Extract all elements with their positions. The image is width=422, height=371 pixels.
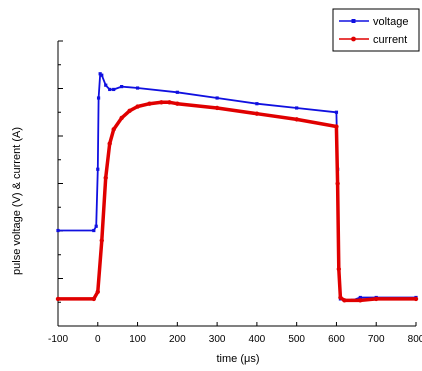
x-tick-label: 400 (249, 334, 266, 345)
x-tick-label: 100 (129, 334, 146, 345)
data-point-current (99, 238, 104, 243)
data-point-voltage (96, 167, 100, 171)
data-point-voltage (56, 228, 60, 233)
data-point-current (103, 175, 108, 180)
data-point-current (342, 298, 347, 303)
legend-label-voltage: voltage (373, 16, 408, 28)
data-point-current (214, 105, 220, 111)
data-point-voltage (96, 96, 101, 100)
x-tick-label: 700 (368, 334, 385, 345)
data-point-current (335, 181, 340, 186)
x-tick-label: 200 (169, 334, 186, 345)
data-point-current (147, 101, 152, 106)
data-point-current (127, 108, 132, 114)
data-point-voltage (295, 106, 299, 110)
data-point-current (167, 100, 172, 105)
series-voltage (56, 72, 418, 302)
x-axis-label: time (μs) (216, 353, 259, 365)
series-line-voltage (58, 72, 416, 302)
data-point-current (254, 111, 260, 116)
data-point-voltage (215, 96, 219, 100)
x-tick-label: 800 (408, 334, 422, 345)
axes: -100 0 100 200 300 400 500 600 700 800 (48, 40, 422, 345)
data-point-voltage (255, 102, 259, 106)
legend-marker-current (351, 36, 356, 42)
data-point-current (159, 100, 164, 105)
data-point-voltage (100, 73, 104, 77)
data-point-current (111, 127, 116, 132)
data-point-current (175, 101, 180, 106)
data-point-current (336, 266, 342, 272)
y-axis-label: pulse voltage (V) & current (A) (11, 127, 23, 275)
data-point-current (135, 104, 140, 109)
data-point-current (413, 296, 419, 302)
data-point-current (119, 115, 124, 121)
x-tick-label: 600 (328, 334, 345, 345)
data-point-voltage (135, 86, 140, 90)
data-point-voltage (112, 87, 116, 92)
data-point-current (358, 298, 363, 303)
data-point-current (338, 295, 343, 300)
series-current (55, 100, 419, 303)
data-point-voltage (334, 110, 339, 114)
series-line-current (58, 100, 416, 303)
data-point-voltage (108, 87, 112, 92)
legend-box (332, 8, 420, 52)
data-point-current (294, 117, 299, 122)
data-point-voltage (94, 224, 98, 228)
x-tick-label: 0 (95, 334, 101, 345)
data-point-voltage (175, 90, 179, 94)
data-point-voltage (104, 83, 108, 87)
y-ticks (58, 40, 63, 327)
data-point-current (107, 141, 112, 146)
legend: voltage current (332, 8, 420, 52)
data-point-voltage (358, 295, 362, 300)
data-point-current (55, 296, 61, 302)
data-point-voltage (92, 228, 96, 233)
x-tick-label: 300 (209, 334, 226, 345)
x-ticks: -100 0 100 200 300 400 500 600 700 800 (48, 322, 422, 345)
data-point-current (334, 124, 339, 129)
x-tick-label: 500 (288, 334, 305, 345)
data-point-current (91, 296, 97, 302)
data-point-current (95, 289, 100, 294)
series-layer (55, 72, 419, 303)
legend-label-current: current (373, 34, 407, 46)
legend-marker-voltage (351, 19, 356, 23)
x-tick-label: -100 (48, 334, 68, 345)
data-point-current (374, 296, 379, 302)
data-point-voltage (120, 85, 124, 89)
